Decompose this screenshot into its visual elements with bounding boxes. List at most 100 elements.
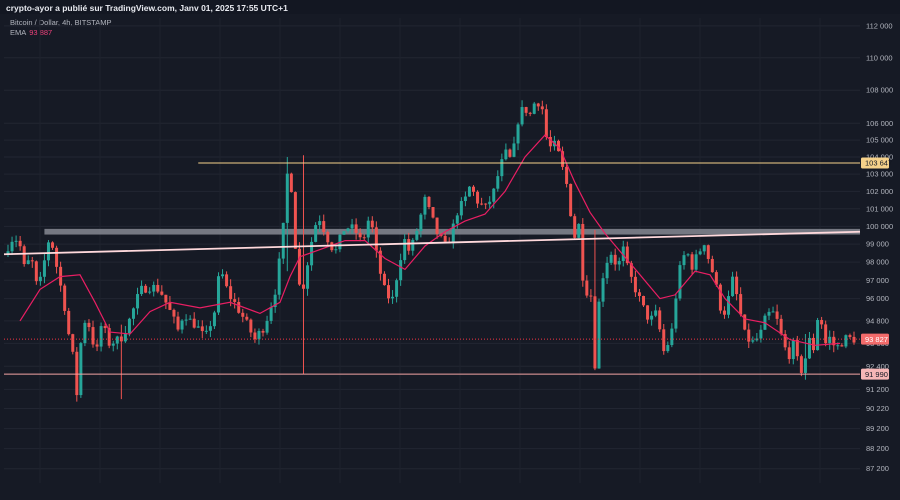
candle-body (557, 140, 561, 152)
candle-body (395, 280, 399, 297)
y-tick-label: 91 200 (866, 385, 889, 394)
ema-legend[interactable]: EMA 93 887 (10, 28, 112, 38)
candle-body (476, 191, 480, 204)
candle-body (597, 301, 601, 369)
candle-body (484, 203, 488, 205)
candle-body (743, 314, 747, 330)
candle-body (301, 284, 305, 289)
candle-body (771, 311, 775, 313)
candle-body (775, 311, 779, 319)
candle-body (111, 343, 115, 346)
candle-body (419, 214, 423, 232)
y-tick-label: 90 220 (866, 404, 889, 413)
candle-body (609, 254, 613, 263)
candle-body (832, 336, 836, 346)
candle-body (710, 258, 714, 273)
candle-body (828, 336, 832, 344)
candle-body (759, 329, 763, 339)
candle-body (601, 278, 605, 302)
candle-body (718, 284, 722, 311)
candle-body (504, 149, 508, 160)
y-tick-label: 89 200 (866, 424, 889, 433)
candle-body (577, 223, 581, 238)
candle-body (79, 343, 83, 396)
candle-body (674, 298, 678, 329)
candle-body (407, 239, 411, 251)
candle-body (548, 136, 552, 147)
candle-body (358, 232, 362, 238)
candle-body (221, 274, 225, 277)
grid (4, 18, 860, 483)
y-tick-label: 103 000 (866, 170, 893, 179)
candle-body (573, 216, 577, 238)
candle-body (212, 312, 216, 327)
candle-body (646, 305, 650, 320)
candle-body (342, 231, 346, 235)
candle-body (403, 239, 407, 261)
candle-body (269, 307, 273, 321)
ema-label: EMA (10, 28, 27, 37)
y-tick-label: 110 000 (866, 53, 893, 62)
candle-body (852, 336, 856, 343)
candle-body (427, 196, 431, 208)
candle-body (415, 231, 419, 240)
top-bar (0, 0, 900, 14)
ema-value: 93 887 (29, 28, 53, 37)
candle-body (99, 326, 103, 347)
y-tick-label: 106 000 (866, 119, 893, 128)
candle-body (779, 318, 783, 335)
candle-body (87, 322, 91, 328)
candle-body (34, 261, 38, 282)
candle-body (391, 296, 395, 299)
candle-body (803, 358, 807, 373)
candle-body (204, 330, 208, 332)
candle-body (536, 103, 540, 107)
candle-body (698, 251, 702, 255)
candle-body (140, 285, 144, 295)
candle-body (565, 166, 569, 184)
candle-body (787, 347, 791, 360)
candle-body (532, 103, 536, 114)
candle-body (281, 222, 285, 259)
candle-body (520, 107, 524, 125)
candle-body (621, 246, 625, 262)
candle-body (848, 335, 852, 337)
candle-body (561, 151, 565, 167)
candle-body (791, 339, 795, 360)
candle-body (127, 318, 131, 334)
chart-legend: Bitcoin / Dollar, 4h, BITSTAMP EMA 93 887 (10, 18, 112, 38)
candle-body (472, 186, 476, 192)
candle-body (103, 326, 107, 329)
candle-body (702, 245, 706, 252)
candle-body (55, 247, 59, 267)
y-tick-label: 108 000 (866, 86, 893, 95)
candle-body (241, 312, 245, 317)
y-tick-label: 100 000 (866, 222, 893, 231)
candle-body (411, 239, 415, 251)
candle-body (686, 254, 690, 256)
y-tick-label: 102 000 (866, 187, 893, 196)
y-tick-label: 96 000 (866, 294, 889, 303)
candle-body (293, 192, 297, 249)
y-tick-label: 101 000 (866, 204, 893, 213)
candle-body (10, 241, 14, 252)
candle-body (148, 291, 152, 293)
candle-body (467, 186, 471, 197)
candle-body (326, 231, 330, 243)
candle-body (378, 250, 382, 274)
candle-body (265, 320, 269, 333)
candle-body (613, 254, 617, 265)
candle-body (310, 241, 314, 266)
ema-line (19, 134, 841, 346)
candle-body (38, 276, 42, 282)
candle-body (706, 245, 710, 259)
candle-body (257, 330, 261, 340)
candle-body (22, 246, 26, 265)
candle-body (585, 280, 589, 296)
candle-body (180, 320, 184, 330)
candle-body (164, 294, 168, 303)
candle-body (136, 294, 140, 309)
candle-body (75, 351, 79, 396)
candle-body (42, 260, 46, 277)
